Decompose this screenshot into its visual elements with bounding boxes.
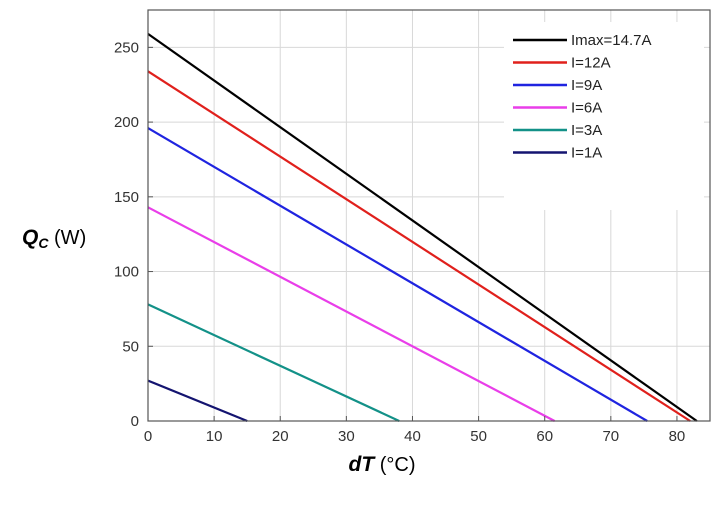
x-axis-title: dT (°C)	[349, 453, 416, 476]
y-tick-label: 100	[114, 264, 139, 281]
x-axis-title-main: dT	[349, 453, 377, 476]
legend-label: I=9A	[571, 77, 602, 94]
x-axis-title-unit: (°C)	[374, 454, 415, 476]
legend-label: I=6A	[571, 100, 602, 117]
y-axis-title: QC (W)	[22, 226, 86, 251]
legend-label: I=3A	[571, 122, 602, 139]
y-axis-title-subscript: C	[38, 235, 49, 251]
y-axis-title-main: Q	[22, 226, 38, 249]
legend-label: I=12A	[571, 55, 611, 72]
series-lines	[147, 33, 698, 423]
y-tick-label: 0	[131, 413, 139, 430]
series-line-2	[147, 70, 691, 422]
legend-label: Imax=14.7A	[571, 32, 651, 49]
plot-frame	[147, 9, 711, 422]
legend-background	[504, 22, 704, 210]
legend: Imax=14.7A I=12A I=9A I=6A I=3A I=1A	[504, 22, 704, 210]
series-line-6	[147, 379, 248, 423]
y-tick-label: 150	[114, 189, 139, 206]
x-tick-label: 70	[602, 428, 619, 445]
x-tick-label: 30	[338, 428, 355, 445]
y-tick-label: 200	[114, 114, 139, 131]
y-tick-label: 50	[122, 338, 139, 355]
x-tick-label: 40	[404, 428, 421, 445]
x-tick-label: 80	[669, 428, 686, 445]
series-line-1	[147, 33, 698, 422]
y-axis-title-unit: (W)	[48, 227, 86, 249]
series-line-5	[147, 303, 400, 422]
legend-label: I=1A	[571, 145, 602, 162]
x-tick-label: 0	[144, 428, 152, 445]
y-tick-label: 250	[114, 39, 139, 56]
x-tick-label: 50	[470, 428, 487, 445]
series-line-3	[147, 127, 648, 422]
axis-ticks: 0 10 20 30 40 50 60 70 80 0 50 100 150 200 250	[114, 39, 685, 445]
x-tick-label: 10	[206, 428, 223, 445]
series-line-4	[147, 206, 556, 422]
x-tick-label: 60	[536, 428, 553, 445]
x-tick-label: 20	[272, 428, 289, 445]
